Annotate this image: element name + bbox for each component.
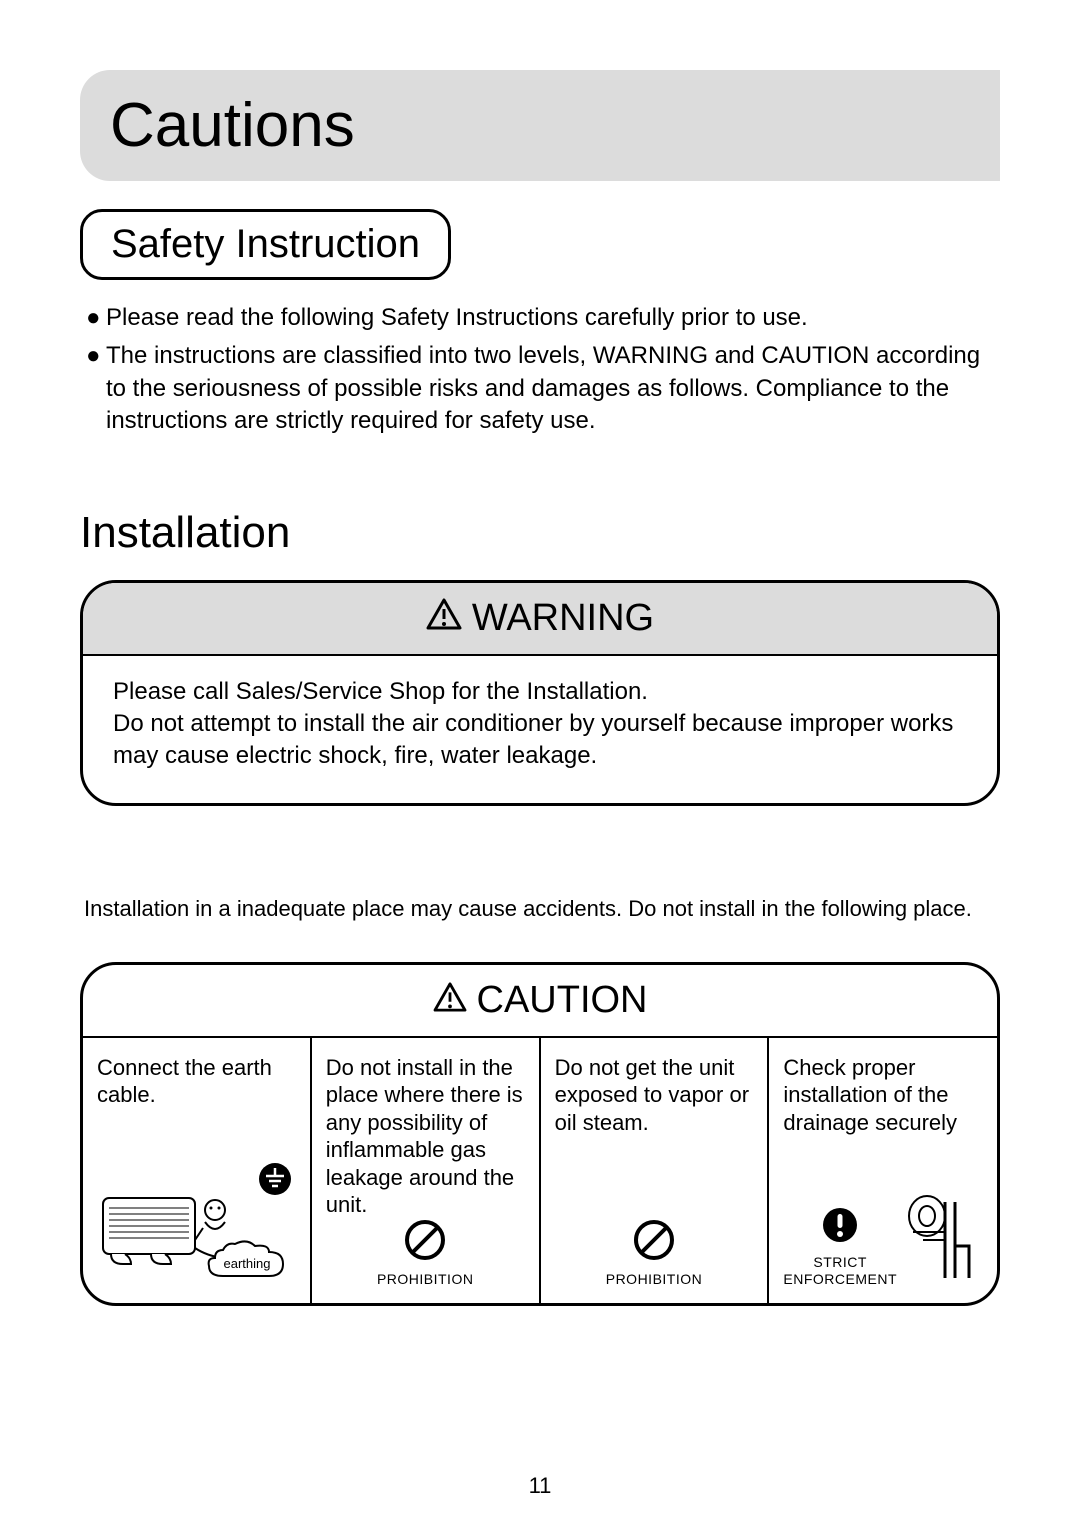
caution-cell-text: Do not install in the place where there … bbox=[326, 1054, 525, 1219]
safety-bullets: ● Please read the following Safety Instr… bbox=[80, 302, 1000, 438]
warning-line: Please call Sales/Service Shop for the I… bbox=[113, 676, 967, 708]
section-heading-installation: Installation bbox=[80, 508, 1000, 558]
warning-line: Do not attempt to install the air condit… bbox=[113, 708, 967, 773]
drain-diagram-icon bbox=[903, 1192, 983, 1289]
warning-heading-text: WARNING bbox=[472, 597, 654, 640]
caution-cell-text: Check proper installation of the drainag… bbox=[783, 1054, 983, 1137]
caution-cell: Do not install in the place where there … bbox=[312, 1038, 541, 1303]
bullet-dot-icon: ● bbox=[86, 302, 106, 334]
caution-heading: CAUTION bbox=[83, 965, 997, 1038]
page-title: Cautions bbox=[110, 90, 1000, 161]
caution-triangle-icon bbox=[433, 979, 467, 1022]
warning-triangle-icon bbox=[426, 597, 462, 640]
strict-enforcement-icon bbox=[822, 1207, 858, 1250]
warning-heading: WARNING bbox=[83, 583, 997, 656]
icon-label: PROHIBITION bbox=[377, 1271, 474, 1289]
bullet-text: Please read the following Safety Instruc… bbox=[106, 302, 808, 334]
caution-cell: Connect the earth cable. bbox=[83, 1038, 312, 1303]
caution-box: CAUTION Connect the earth cable. bbox=[80, 962, 1000, 1306]
prohibition-icon bbox=[404, 1219, 446, 1268]
installation-note: Installation in a inadequate place may c… bbox=[80, 896, 1000, 922]
warning-box: WARNING Please call Sales/Service Shop f… bbox=[80, 580, 1000, 806]
earthing-label: earthing bbox=[224, 1256, 271, 1271]
bullet-dot-icon: ● bbox=[86, 340, 106, 437]
caution-cell-text: Do not get the unit exposed to vapor or … bbox=[555, 1054, 754, 1137]
title-banner: Cautions bbox=[80, 70, 1000, 181]
prohibition-icon bbox=[633, 1219, 675, 1268]
caution-cell: Check proper installation of the drainag… bbox=[769, 1038, 997, 1303]
caution-heading-text: CAUTION bbox=[477, 979, 648, 1022]
warning-body: Please call Sales/Service Shop for the I… bbox=[83, 656, 997, 803]
icon-label: STRICT ENFORCEMENT bbox=[783, 1254, 897, 1289]
icon-label: PROHIBITION bbox=[606, 1271, 703, 1289]
earthing-diagram-icon: earthing bbox=[97, 1192, 287, 1282]
caution-cell: Do not get the unit exposed to vapor or … bbox=[541, 1038, 770, 1303]
ground-symbol-icon bbox=[258, 1162, 292, 1196]
bullet-text: The instructions are classified into two… bbox=[106, 340, 1000, 437]
caution-cell-text: Connect the earth cable. bbox=[97, 1054, 296, 1109]
page-number: 11 bbox=[0, 1473, 1080, 1499]
safety-instruction-label: Safety Instruction bbox=[80, 209, 451, 280]
